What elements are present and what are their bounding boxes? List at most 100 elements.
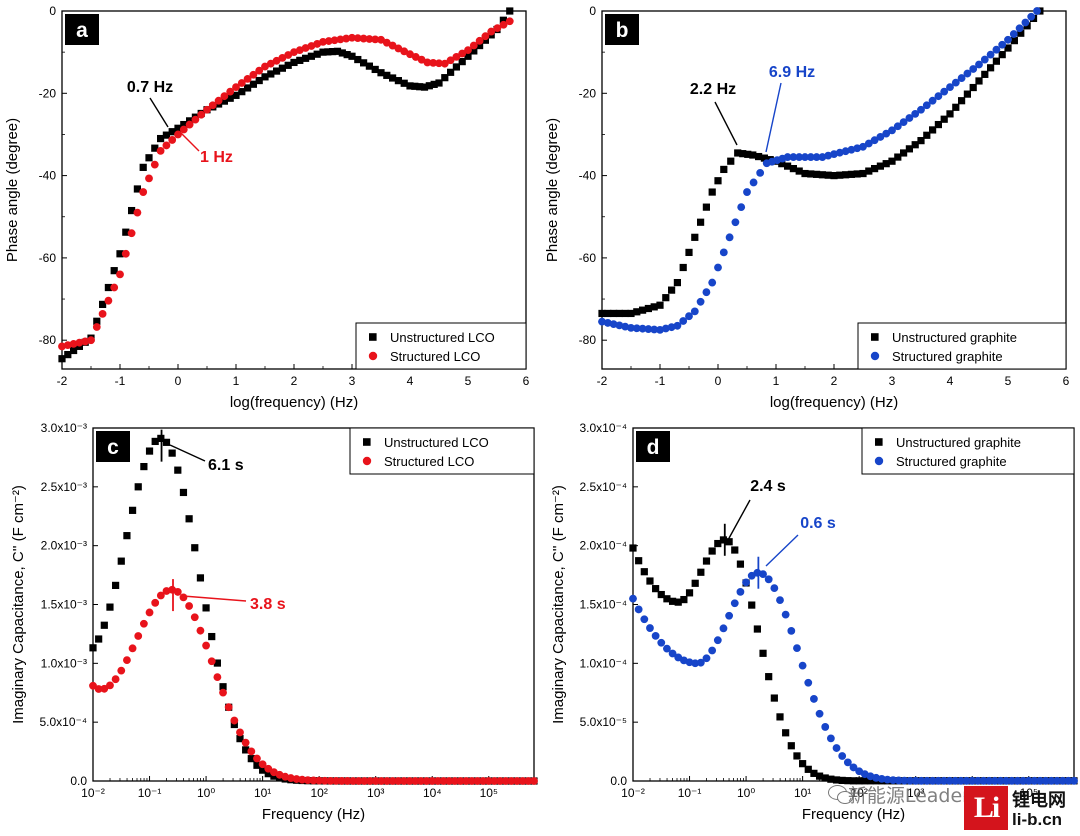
- data-point: [673, 278, 681, 287]
- data-point: [781, 610, 790, 619]
- data-point: [610, 309, 618, 318]
- data-point: [202, 604, 210, 612]
- x-tick-label: 6: [1063, 374, 1070, 388]
- panel-letter: c: [107, 436, 119, 459]
- data-point: [627, 309, 635, 318]
- y-tick-label: 1.0x10⁻⁴: [579, 656, 627, 670]
- data-point: [479, 777, 488, 785]
- y-tick-label: 1.5x10⁻³: [41, 598, 87, 612]
- data-point: [151, 598, 160, 607]
- data-point: [957, 74, 966, 82]
- data-point: [859, 169, 867, 178]
- data-point: [93, 317, 101, 325]
- x-tick-label: 10⁰: [197, 786, 215, 800]
- data-point: [456, 777, 465, 785]
- data-point: [708, 278, 717, 287]
- data-point: [104, 283, 112, 292]
- x-axis-title: log(frequency) (Hz): [230, 394, 358, 411]
- x-tick-label: 10³: [907, 786, 924, 800]
- data-point: [127, 229, 136, 238]
- data-point: [179, 125, 188, 134]
- legend-label: Unstructured graphite: [896, 435, 1021, 450]
- data-point: [388, 41, 397, 50]
- data-point: [243, 74, 252, 83]
- data-point: [208, 101, 217, 110]
- annotation: 0.6 s: [757, 515, 836, 589]
- series-structured-lco: [89, 585, 538, 785]
- data-point: [89, 644, 97, 652]
- data-point: [1036, 776, 1044, 785]
- data-point: [253, 761, 261, 769]
- data-point: [319, 37, 327, 46]
- data-point: [63, 341, 72, 350]
- data-point: [900, 149, 908, 157]
- annotation-label: 2.2 Hz: [690, 81, 736, 98]
- data-point: [855, 777, 863, 785]
- data-point: [969, 65, 978, 73]
- data-point: [923, 131, 931, 139]
- data-point: [499, 20, 508, 29]
- data-point: [139, 188, 148, 196]
- data-point: [423, 58, 432, 67]
- data-point: [975, 77, 983, 85]
- data-point: [998, 51, 1006, 59]
- data-point: [736, 560, 745, 568]
- data-point: [789, 153, 798, 161]
- data-point: [354, 55, 362, 64]
- data-point: [719, 624, 728, 633]
- data-point: [249, 70, 258, 79]
- data-point: [255, 76, 263, 85]
- data-point: [505, 17, 514, 26]
- data-point: [249, 80, 257, 88]
- data-point: [765, 673, 773, 681]
- legend-marker: [363, 438, 371, 446]
- x-tick-label: 10²: [310, 786, 327, 800]
- data-point: [679, 263, 687, 272]
- y-tick-label: 0: [49, 4, 56, 18]
- legend: Unstructured graphite Structured graphite: [857, 322, 1067, 370]
- data-point: [524, 777, 533, 785]
- data-point: [760, 154, 768, 162]
- data-point: [123, 532, 131, 540]
- data-point: [650, 303, 658, 311]
- data-point: [663, 644, 671, 653]
- data-point: [162, 131, 170, 139]
- data-point: [818, 171, 826, 179]
- data-point: [134, 632, 143, 640]
- data-point: [476, 41, 484, 50]
- data-point: [804, 765, 812, 773]
- data-point: [284, 61, 292, 69]
- data-point: [720, 165, 728, 174]
- y-tick-label: -40: [579, 169, 597, 183]
- data-point: [719, 536, 728, 544]
- panel-letter: d: [647, 436, 660, 459]
- data-point: [296, 56, 304, 64]
- plot-frame: [632, 427, 1075, 782]
- data-point: [708, 188, 716, 196]
- panel-letter: a: [76, 19, 88, 42]
- data-point: [756, 168, 765, 177]
- data-point: [439, 777, 448, 785]
- data-point: [213, 673, 222, 682]
- data-point: [639, 306, 647, 314]
- x-tick-label: -2: [57, 374, 68, 388]
- data-point: [180, 120, 188, 129]
- x-axis-title: Frequency (Hz): [262, 806, 365, 823]
- x-axis-title: log(frequency) (Hz): [770, 394, 898, 411]
- data-point: [98, 309, 107, 318]
- data-point: [940, 87, 949, 96]
- data-point: [951, 776, 960, 785]
- data-point: [644, 304, 652, 313]
- data-point: [680, 595, 688, 604]
- data-point: [882, 160, 890, 168]
- data-point: [888, 157, 896, 165]
- y-axis-title: Imaginary Capacitance, C'' (F cm⁻²): [10, 485, 27, 724]
- data-point: [145, 174, 153, 183]
- data-point: [843, 758, 852, 767]
- data-point: [417, 55, 426, 64]
- data-point: [156, 147, 165, 155]
- data-point: [755, 152, 763, 161]
- legend-label: Unstructured LCO: [390, 330, 495, 345]
- data-point: [446, 56, 455, 65]
- data-point: [185, 515, 193, 523]
